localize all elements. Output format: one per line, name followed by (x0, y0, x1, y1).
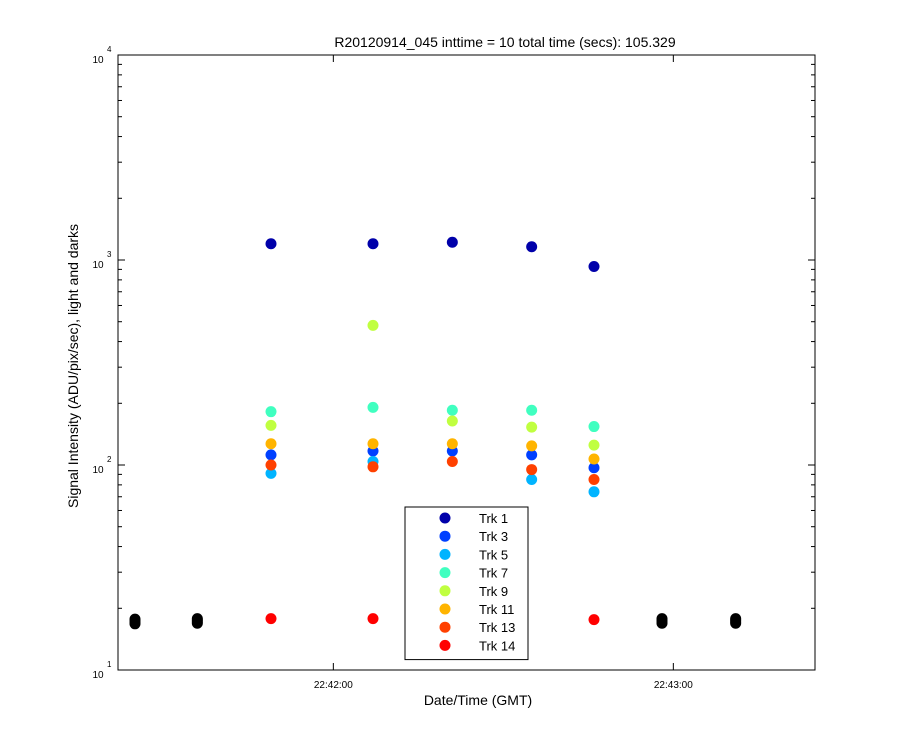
data-point (526, 449, 538, 461)
data-point (265, 406, 277, 418)
data-point (446, 438, 458, 450)
data-point (588, 486, 600, 498)
data-point (265, 449, 277, 461)
y-tick-exponent: 2 (107, 455, 112, 464)
legend-label: Trk 9 (479, 584, 508, 599)
y-tick-label: 10 (92, 55, 104, 66)
data-point (588, 421, 600, 433)
legend-label: Trk 5 (479, 547, 508, 562)
data-point (265, 419, 277, 431)
legend: Trk 1 Trk 3 Trk 5 Trk 7 Trk 9 Trk 11 Trk 13 Trk… (404, 506, 529, 661)
y-axis-label: Signal Intensity (ADU/pix/sec), light an… (65, 224, 81, 508)
legend-box (404, 506, 529, 661)
y-tick-label: 10 (92, 670, 104, 681)
data-point (656, 613, 668, 625)
y-tick-label: 10 (92, 465, 104, 476)
legend-marker (439, 548, 451, 560)
data-point (446, 404, 458, 416)
data-point (526, 404, 538, 416)
data-point (446, 415, 458, 427)
data-point (588, 439, 600, 451)
legend-marker (439, 530, 451, 542)
legend-marker (439, 621, 451, 633)
legend-marker (439, 512, 451, 524)
data-point (446, 236, 458, 248)
x-tick-label: 22:42:00 (314, 680, 353, 691)
data-point (367, 238, 379, 250)
x-tick-label: 22:43:00 (654, 680, 693, 691)
x-axis-label: Date/Time (GMT) (424, 692, 532, 708)
data-point (367, 438, 379, 450)
data-point (526, 241, 538, 253)
data-point (588, 614, 600, 626)
legend-marker (439, 585, 451, 597)
data-point (265, 613, 277, 625)
data-point (730, 613, 742, 625)
data-point (191, 613, 203, 625)
data-point (588, 453, 600, 465)
data-point (526, 421, 538, 433)
data-point (446, 456, 458, 468)
data-point (265, 438, 277, 450)
legend-label: Trk 1 (479, 511, 508, 526)
legend-marker (439, 567, 451, 579)
legend-marker (439, 639, 451, 651)
legend-marker (439, 603, 451, 615)
data-point (588, 462, 600, 474)
data-point (367, 461, 379, 473)
data-point (526, 440, 538, 452)
data-point (588, 260, 600, 272)
data-point (367, 319, 379, 331)
data-point (588, 473, 600, 485)
chart-title: R20120914_045 inttime = 10 total time (s… (334, 34, 675, 50)
data-point (265, 459, 277, 471)
data-point (265, 238, 277, 250)
y-tick-exponent: 3 (107, 250, 112, 259)
legend-label: Trk 14 (479, 638, 515, 653)
legend-label: Trk 3 (479, 529, 508, 544)
data-point (129, 613, 141, 625)
data-point (526, 473, 538, 485)
y-tick-exponent: 4 (107, 45, 112, 54)
legend-label: Trk 13 (479, 620, 515, 635)
y-tick-exponent: 1 (107, 660, 112, 669)
legend-label: Trk 7 (479, 566, 508, 581)
plot-area-frame (117, 54, 816, 671)
legend-label: Trk 11 (479, 602, 514, 617)
data-points (129, 236, 742, 630)
data-point (367, 613, 379, 625)
data-point (265, 467, 277, 479)
data-point (367, 401, 379, 413)
data-point (526, 464, 538, 476)
y-tick-label: 10 (92, 260, 104, 271)
